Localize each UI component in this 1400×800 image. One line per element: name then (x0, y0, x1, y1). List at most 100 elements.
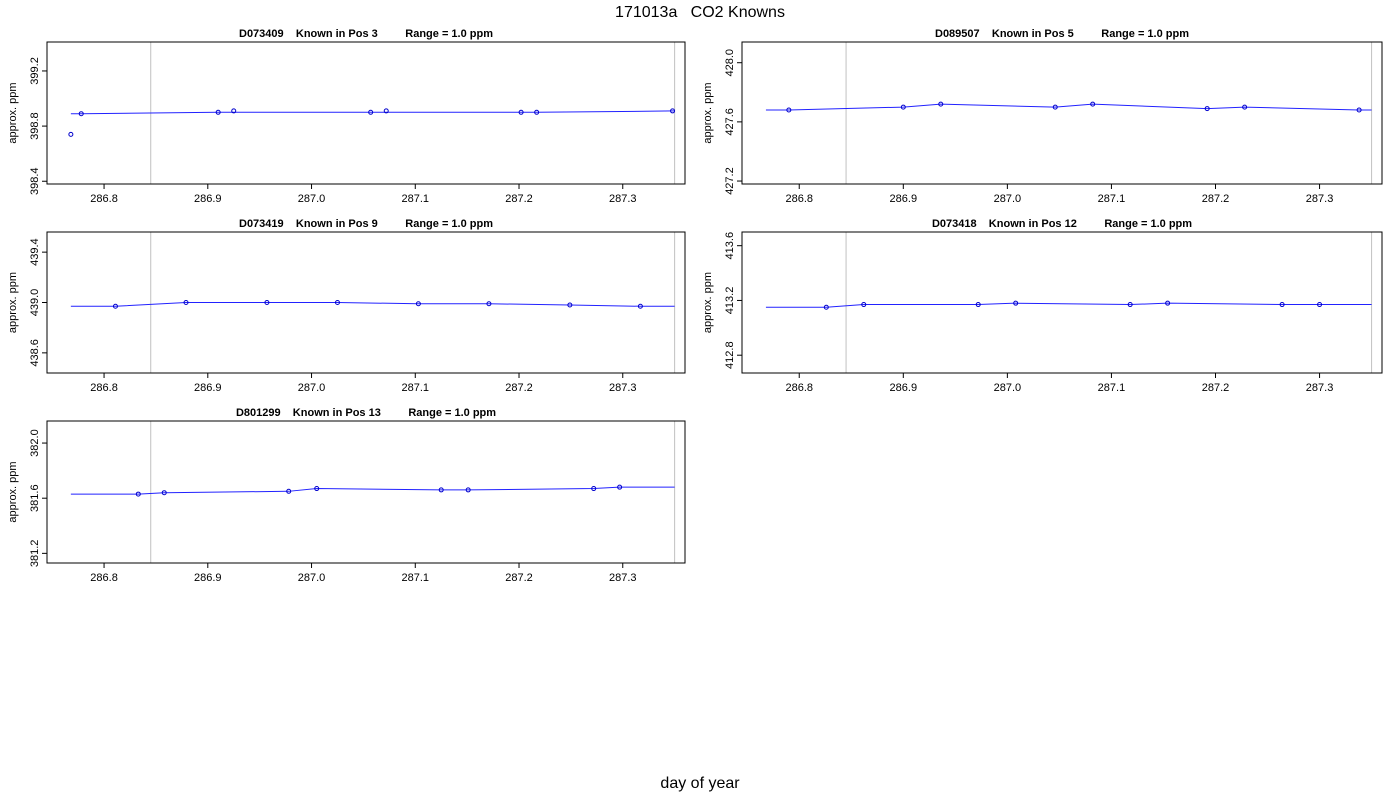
data-point (1317, 302, 1323, 308)
y-tick-label: 413.6 (724, 232, 736, 260)
data-point (286, 488, 292, 494)
data-point (518, 109, 524, 115)
y-tick-label: 412.8 (724, 341, 736, 369)
data-point (231, 108, 237, 114)
data-point (383, 108, 389, 114)
series-line (765, 302, 1372, 308)
series-line (70, 486, 675, 495)
y-tick-label: 398.8 (29, 112, 41, 140)
y-axis-label: approx. ppm (7, 82, 19, 143)
data-point (786, 107, 792, 113)
x-tick-label: 286.9 (194, 382, 222, 394)
data-point (1279, 302, 1285, 308)
data-point (438, 487, 444, 493)
data-point (78, 111, 84, 117)
x-tick-label: 287.1 (402, 382, 430, 394)
chart-panel-3: D073419 Known in Pos 9 Range = 1.0 ppm 28… (7, 218, 686, 394)
series-line (765, 103, 1372, 111)
data-point (68, 131, 74, 137)
chart-panel-5: D801299 Known in Pos 13 Range = 1.0 ppm 2… (7, 407, 686, 584)
y-tick-label: 427.6 (724, 108, 736, 136)
y-axis-label: approx. ppm (702, 82, 714, 143)
data-point (135, 491, 141, 497)
x-tick-label: 287.3 (1306, 382, 1334, 394)
x-tick-label: 287.2 (505, 193, 533, 205)
y-tick-label: 439.4 (29, 238, 41, 266)
data-point (823, 304, 829, 310)
data-point (637, 303, 643, 309)
x-tick-label: 286.8 (90, 572, 118, 584)
x-tick-label: 287.2 (1202, 193, 1230, 205)
data-point (183, 300, 189, 305)
x-tick-label: 286.8 (785, 193, 813, 205)
series-line (70, 110, 675, 115)
plot-frame (741, 41, 1383, 185)
x-tick-label: 287.0 (994, 193, 1022, 205)
chart-panel-4: D073418 Known in Pos 12 Range = 1.0 ppm 2… (702, 218, 1383, 394)
data-point (1090, 101, 1096, 107)
data-point (415, 301, 421, 307)
data-point (1356, 107, 1362, 113)
panel-title: D801299 Known in Pos 13 Range = 1.0 ppm (236, 407, 496, 419)
y-tick-label: 381.2 (29, 540, 41, 568)
data-point (617, 484, 623, 490)
y-tick-label: 439.0 (29, 289, 41, 317)
data-point (567, 302, 573, 308)
x-tick-label: 287.3 (609, 193, 637, 205)
x-tick-label: 287.0 (298, 572, 326, 584)
data-point (938, 101, 944, 107)
x-tick-label: 286.8 (785, 382, 813, 394)
data-point (1204, 106, 1210, 112)
x-tick-label: 287.0 (298, 193, 326, 205)
x-tick-label: 287.1 (1098, 382, 1126, 394)
data-point (465, 487, 471, 493)
series-line (70, 302, 675, 307)
panel-title: D073409 Known in Pos 3 Range = 1.0 ppm (239, 28, 493, 40)
y-tick-label: 398.4 (29, 167, 41, 195)
y-axis-label: approx. ppm (7, 272, 19, 333)
panel-title: D073418 Known in Pos 12 Range = 1.0 ppm (932, 218, 1192, 230)
x-tick-label: 286.8 (90, 193, 118, 205)
data-point (900, 104, 906, 110)
x-tick-label: 286.9 (194, 572, 222, 584)
y-axis-label: approx. ppm (702, 272, 714, 333)
y-axis-label: approx. ppm (7, 461, 19, 522)
y-tick-label: 427.2 (724, 167, 736, 195)
x-axis-label: day of year (660, 775, 740, 792)
data-point (264, 300, 270, 305)
y-tick-label: 428.0 (724, 49, 736, 77)
x-tick-label: 286.9 (194, 193, 222, 205)
data-point (1242, 104, 1248, 110)
y-tick-label: 382.0 (29, 429, 41, 457)
x-tick-label: 287.2 (505, 572, 533, 584)
data-point (1052, 104, 1058, 110)
data-point (591, 486, 597, 492)
x-tick-label: 286.9 (890, 193, 918, 205)
data-point (161, 490, 167, 496)
data-point (334, 300, 340, 305)
x-tick-label: 287.3 (1306, 193, 1334, 205)
x-tick-label: 287.3 (609, 572, 637, 584)
x-tick-label: 287.2 (1202, 382, 1230, 394)
x-tick-label: 286.9 (890, 382, 918, 394)
data-point (1165, 300, 1171, 306)
page-title: 171013a CO2 Knowns (615, 4, 785, 21)
x-tick-label: 287.0 (994, 382, 1022, 394)
panel-title: D073419 Known in Pos 9 Range = 1.0 ppm (239, 218, 493, 230)
data-point (486, 301, 492, 307)
x-tick-label: 287.1 (402, 193, 430, 205)
y-tick-label: 413.2 (724, 287, 736, 315)
data-point (368, 109, 374, 115)
x-tick-label: 287.1 (1098, 193, 1126, 205)
data-point (670, 108, 676, 114)
data-point (975, 302, 981, 308)
plot-frame (46, 420, 686, 564)
data-point (314, 486, 320, 492)
panel-title: D089507 Known in Pos 5 Range = 1.0 ppm (935, 28, 1189, 40)
x-tick-label: 287.0 (298, 382, 326, 394)
chart-panel-1: D073409 Known in Pos 3 Range = 1.0 ppm 28… (7, 28, 686, 205)
data-point (1013, 300, 1019, 306)
x-tick-label: 286.8 (90, 382, 118, 394)
x-tick-label: 287.1 (402, 572, 430, 584)
